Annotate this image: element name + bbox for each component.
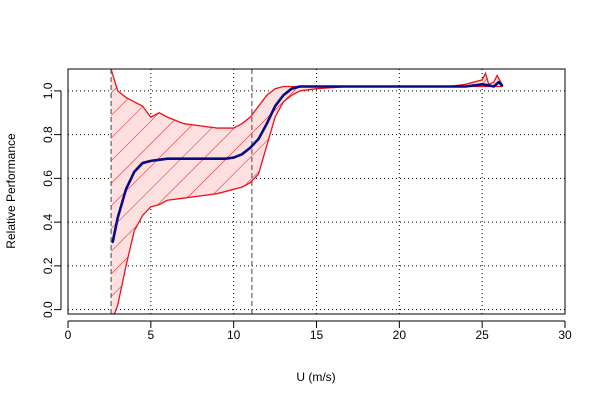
y-tick-label: 0.2 [41,257,55,274]
x-tick-label: 15 [310,328,324,342]
y-tick-label: 0.8 [41,126,55,143]
plot-frame [67,68,566,315]
y-tick-label: 1.0 [41,82,55,99]
y-tick-label: 0.0 [41,301,55,318]
x-axis-title: U (m/s) [296,370,335,384]
confidence-band [110,69,503,314]
x-axis: 0 5 10 15 20 25 30 [65,320,572,342]
lower-bound-line [111,85,503,314]
grid-layer [68,69,565,314]
y-tick-label: 0.6 [41,170,55,187]
x-tick-label: 30 [558,328,572,342]
y-axis-title: Relative Performance [4,133,18,249]
mean-curve [111,80,504,244]
x-tick-label: 0 [65,328,72,342]
vertical-reference-lines [110,69,253,314]
y-axis: 0.0 0.2 0.4 0.6 0.8 1.0 [41,82,62,318]
x-tick-label: 10 [227,328,241,342]
y-tick-label: 0.4 [41,213,55,230]
upper-bound-line [110,69,503,129]
band-hatch [111,69,503,314]
x-tick-label: 25 [475,328,489,342]
mean-line [111,80,504,244]
x-tick-label: 5 [147,328,154,342]
x-tick-label: 20 [393,328,407,342]
